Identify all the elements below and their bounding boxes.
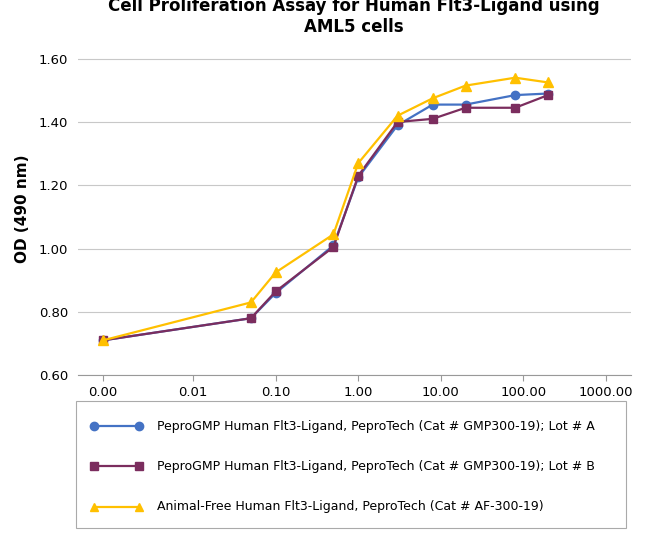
X-axis label: Human Flt3-Ligand (ng/ml): Human Flt3-Ligand (ng/ml) <box>239 407 469 422</box>
Text: PeproGMP Human Flt3-Ligand, PeproTech (Cat # GMP300-19); Lot # A: PeproGMP Human Flt3-Ligand, PeproTech (C… <box>157 420 594 433</box>
PeproGMP Human Flt3-Ligand, PeproTech (Cat # GMP300-19); Lot # A <box>544 90 552 96</box>
PeproGMP Human Flt3-Ligand, PeproTech (Cat # GMP300-19); Lot # A <box>512 92 519 98</box>
PeproGMP Human Flt3-Ligand, PeproTech (Cat # GMP300-19); Lot # A <box>462 101 469 108</box>
Animal-Free Human Flt3-Ligand, PeproTech (Cat # AF-300-19) <box>247 299 255 306</box>
PeproGMP Human Flt3-Ligand, PeproTech (Cat # GMP300-19); Lot # B <box>247 315 255 322</box>
PeproGMP Human Flt3-Ligand, PeproTech (Cat # GMP300-19); Lot # A <box>247 315 255 322</box>
Line: Animal-Free Human Flt3-Ligand, PeproTech (Cat # AF-300-19): Animal-Free Human Flt3-Ligand, PeproTech… <box>98 73 553 345</box>
Text: PeproGMP Human Flt3-Ligand, PeproTech (Cat # GMP300-19); Lot # B: PeproGMP Human Flt3-Ligand, PeproTech (C… <box>157 460 594 473</box>
Text: Animal-Free Human Flt3-Ligand, PeproTech (Cat # AF-300-19): Animal-Free Human Flt3-Ligand, PeproTech… <box>157 500 543 513</box>
PeproGMP Human Flt3-Ligand, PeproTech (Cat # GMP300-19); Lot # B <box>462 105 469 111</box>
PeproGMP Human Flt3-Ligand, PeproTech (Cat # GMP300-19); Lot # A <box>99 337 107 344</box>
PeproGMP Human Flt3-Ligand, PeproTech (Cat # GMP300-19); Lot # B <box>512 105 519 111</box>
PeproGMP Human Flt3-Ligand, PeproTech (Cat # GMP300-19); Lot # B <box>354 173 362 179</box>
Animal-Free Human Flt3-Ligand, PeproTech (Cat # AF-300-19) <box>462 83 469 89</box>
PeproGMP Human Flt3-Ligand, PeproTech (Cat # GMP300-19); Lot # A <box>330 242 337 249</box>
Animal-Free Human Flt3-Ligand, PeproTech (Cat # AF-300-19) <box>330 231 337 237</box>
Animal-Free Human Flt3-Ligand, PeproTech (Cat # AF-300-19) <box>394 113 402 119</box>
Line: PeproGMP Human Flt3-Ligand, PeproTech (Cat # GMP300-19); Lot # A: PeproGMP Human Flt3-Ligand, PeproTech (C… <box>99 90 552 345</box>
PeproGMP Human Flt3-Ligand, PeproTech (Cat # GMP300-19); Lot # A <box>272 289 280 296</box>
PeproGMP Human Flt3-Ligand, PeproTech (Cat # GMP300-19); Lot # B <box>272 288 280 295</box>
Animal-Free Human Flt3-Ligand, PeproTech (Cat # AF-300-19) <box>99 337 107 344</box>
Animal-Free Human Flt3-Ligand, PeproTech (Cat # AF-300-19) <box>354 160 362 166</box>
PeproGMP Human Flt3-Ligand, PeproTech (Cat # GMP300-19); Lot # B <box>544 92 552 98</box>
Line: PeproGMP Human Flt3-Ligand, PeproTech (Cat # GMP300-19); Lot # B: PeproGMP Human Flt3-Ligand, PeproTech (C… <box>99 91 552 345</box>
PeproGMP Human Flt3-Ligand, PeproTech (Cat # GMP300-19); Lot # A <box>354 174 362 181</box>
PeproGMP Human Flt3-Ligand, PeproTech (Cat # GMP300-19); Lot # B <box>394 119 402 125</box>
PeproGMP Human Flt3-Ligand, PeproTech (Cat # GMP300-19); Lot # A <box>429 101 437 108</box>
PeproGMP Human Flt3-Ligand, PeproTech (Cat # GMP300-19); Lot # A <box>394 122 402 129</box>
Animal-Free Human Flt3-Ligand, PeproTech (Cat # AF-300-19) <box>429 95 437 101</box>
PeproGMP Human Flt3-Ligand, PeproTech (Cat # GMP300-19); Lot # B <box>429 116 437 122</box>
Animal-Free Human Flt3-Ligand, PeproTech (Cat # AF-300-19) <box>544 79 552 86</box>
Animal-Free Human Flt3-Ligand, PeproTech (Cat # AF-300-19) <box>512 75 519 81</box>
Title: Cell Proliferation Assay for Human Flt3-Ligand using
AML5 cells: Cell Proliferation Assay for Human Flt3-… <box>109 0 600 36</box>
PeproGMP Human Flt3-Ligand, PeproTech (Cat # GMP300-19); Lot # B <box>99 337 107 344</box>
PeproGMP Human Flt3-Ligand, PeproTech (Cat # GMP300-19); Lot # B <box>330 244 337 250</box>
Y-axis label: OD (490 nm): OD (490 nm) <box>16 155 31 263</box>
Animal-Free Human Flt3-Ligand, PeproTech (Cat # AF-300-19) <box>272 269 280 276</box>
FancyBboxPatch shape <box>77 401 625 528</box>
